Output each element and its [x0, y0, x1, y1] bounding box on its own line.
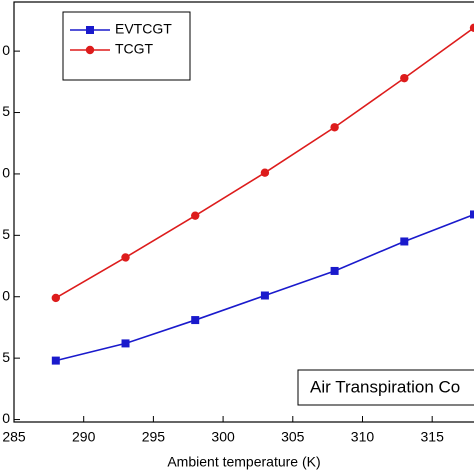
legend-box: [62, 11, 191, 81]
x-tick-label: 310: [351, 429, 375, 445]
y-tick-label: 5: [2, 226, 10, 242]
marker: [470, 210, 474, 219]
x-tick-label: 300: [211, 429, 235, 445]
x-axis-label: Ambient temperature (K): [167, 454, 320, 470]
legend-marker: [86, 26, 94, 34]
marker: [330, 123, 339, 132]
marker: [121, 339, 130, 348]
marker: [51, 356, 60, 365]
marker: [260, 168, 270, 177]
y-tick-label: 5: [2, 349, 10, 365]
marker: [51, 293, 61, 303]
marker: [400, 237, 409, 246]
y-tick-label: 0: [2, 410, 10, 426]
legend-label: EVTCGT: [115, 21, 172, 37]
y-tick-label: 5: [2, 103, 10, 119]
legend-marker: [85, 45, 95, 55]
marker: [260, 291, 269, 300]
y-tick-label: 0: [2, 287, 10, 303]
y-tick-label: 0: [2, 165, 10, 181]
marker: [469, 23, 474, 32]
plot-frame: [13, 1, 474, 423]
marker: [121, 253, 130, 262]
legend-label: TCGT: [115, 41, 154, 57]
series-line: [55, 213, 474, 362]
marker: [191, 316, 200, 325]
x-tick-label: 315: [421, 429, 445, 445]
x-tick-label: 285: [2, 429, 26, 445]
marker: [191, 211, 200, 220]
marker: [400, 73, 409, 83]
x-tick-label: 290: [72, 429, 96, 445]
annotation-box: [297, 369, 474, 406]
annotation: Air Transpiration Co: [310, 377, 460, 396]
y-tick-label: 0: [2, 42, 10, 58]
x-tick-label: 305: [281, 429, 305, 445]
x-tick-label: 295: [142, 429, 166, 445]
marker: [330, 266, 339, 275]
